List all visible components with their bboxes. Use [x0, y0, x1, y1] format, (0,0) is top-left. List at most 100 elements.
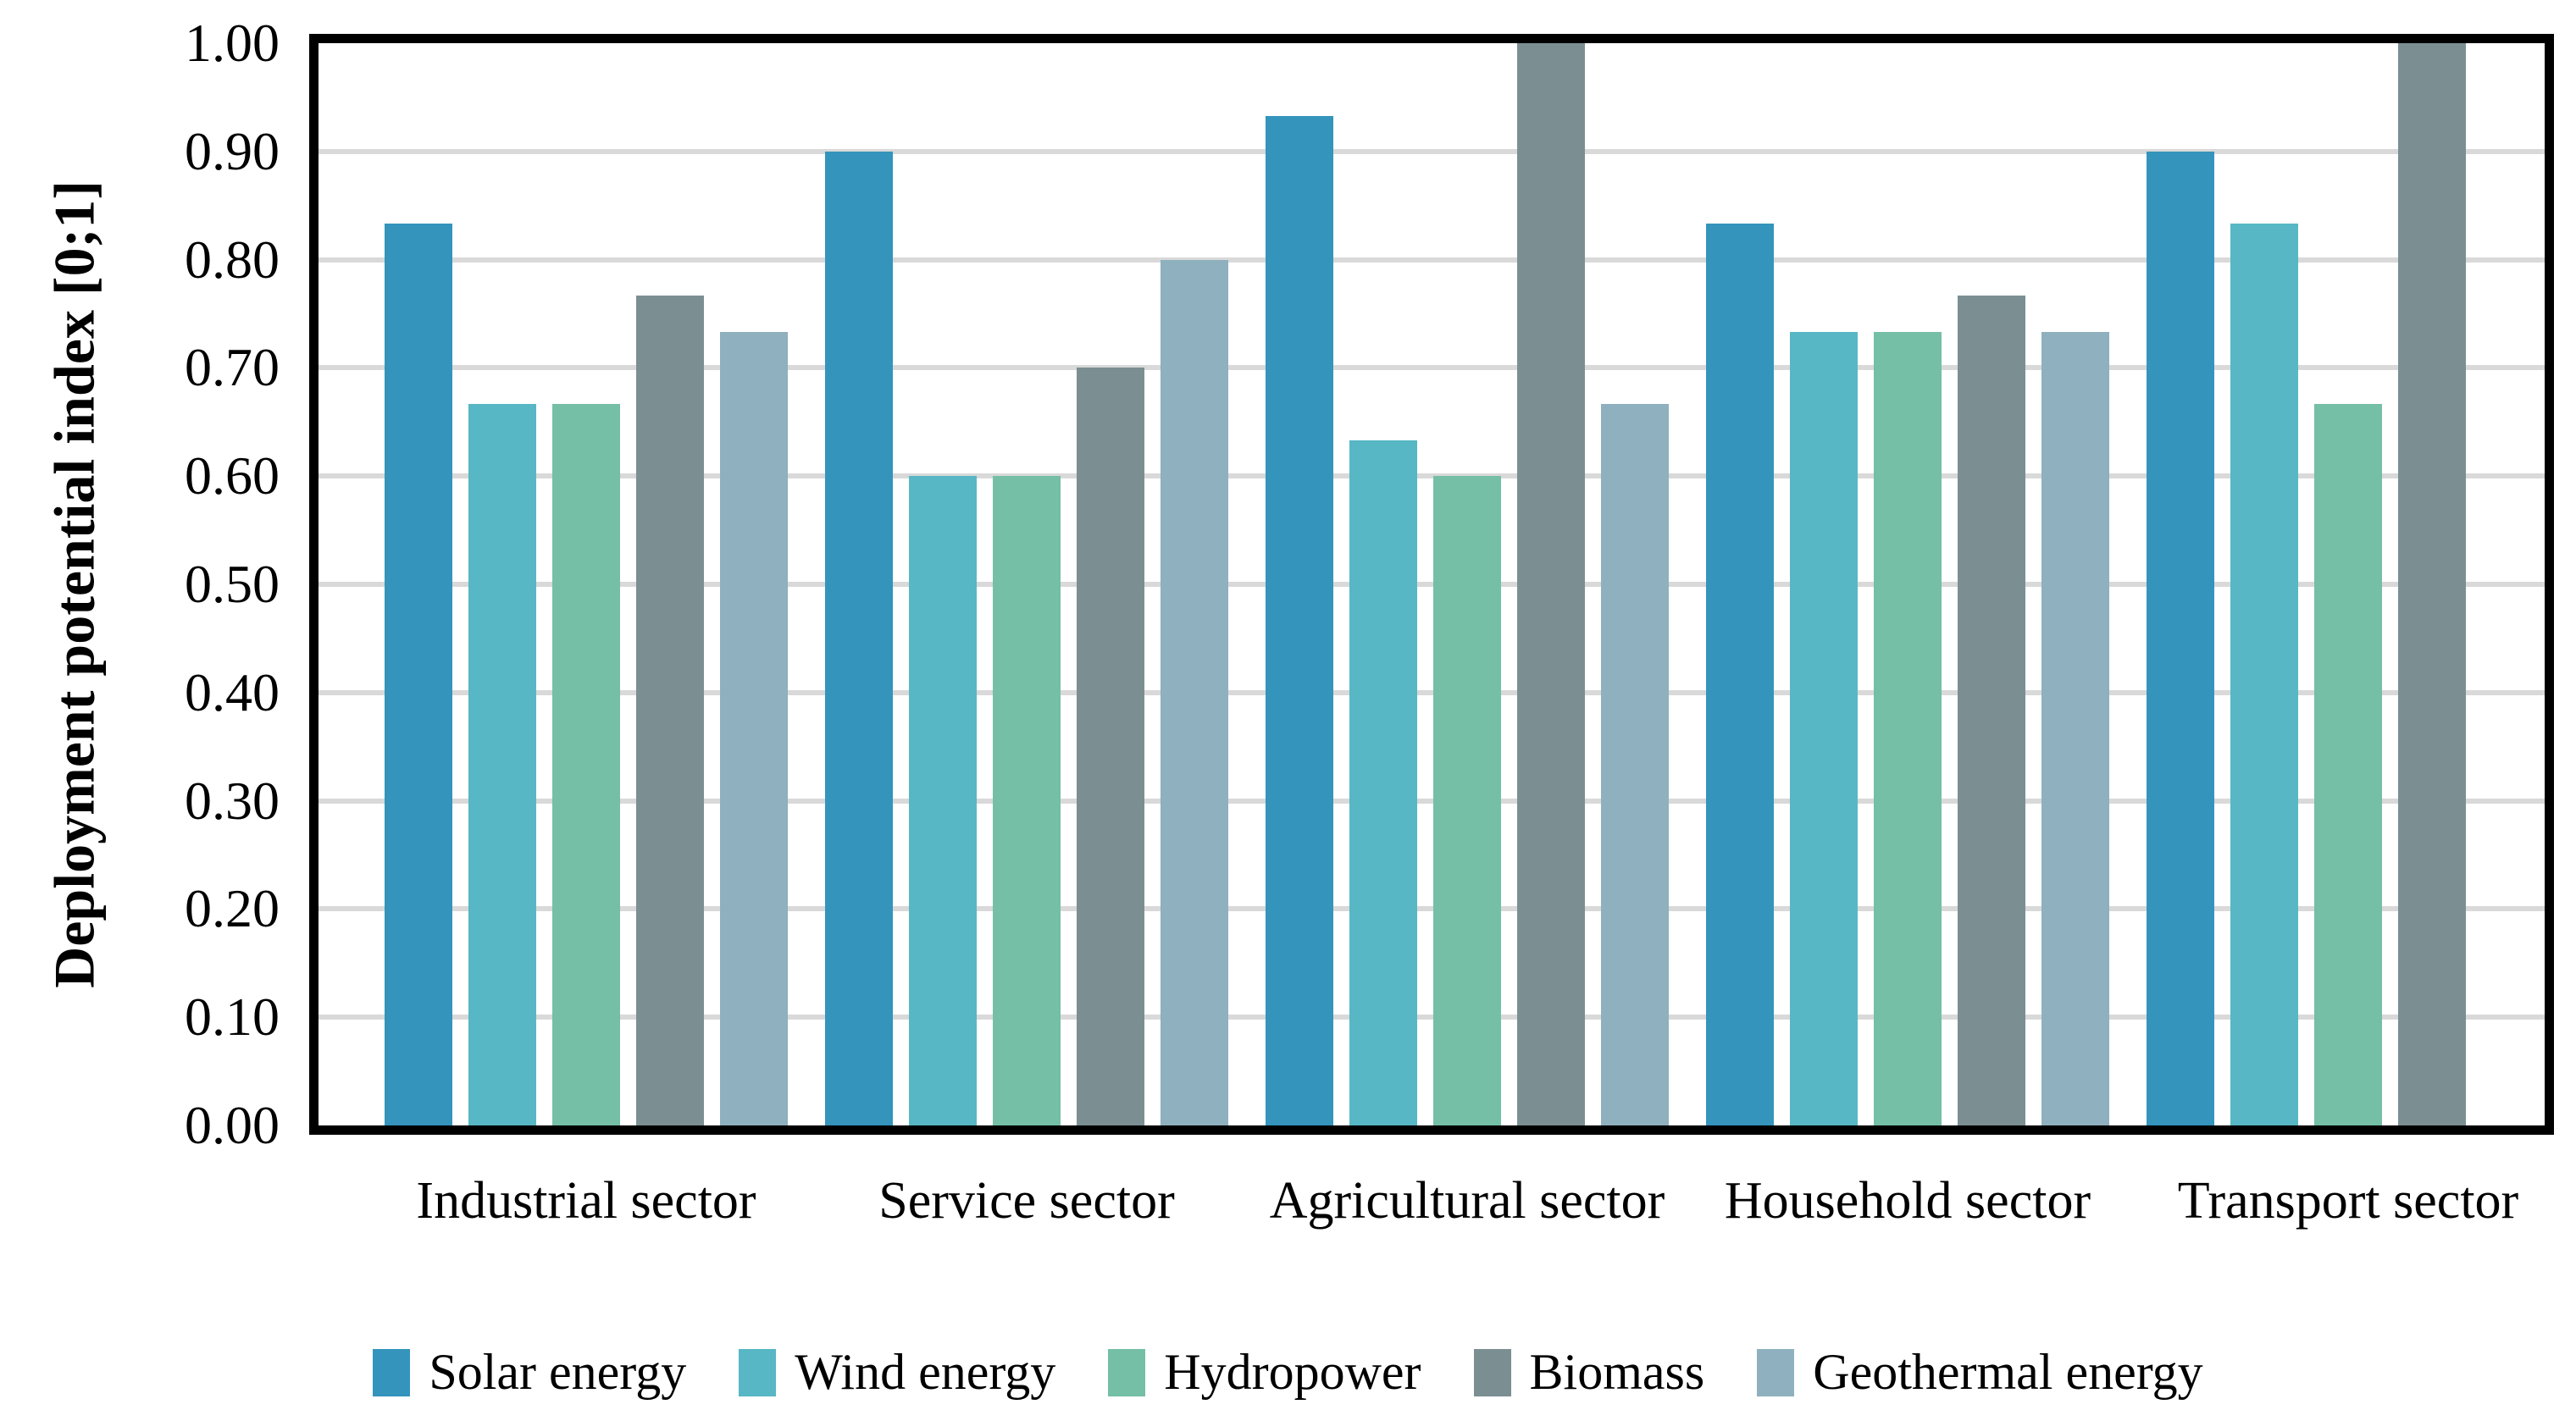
x-category-label: Industrial sector [416, 1172, 756, 1230]
bar-groups [319, 43, 2545, 1125]
plot-area-wrap [309, 34, 2554, 1135]
bar-hydropower [2314, 403, 2382, 1125]
y-tick-label: 1.00 [185, 13, 280, 73]
y-tick-label: 0.50 [185, 554, 280, 614]
bar-slot [1161, 43, 1228, 1125]
y-tick-label: 0.10 [185, 987, 280, 1048]
y-tick-label: 0.80 [185, 229, 280, 290]
bar-group-4 [2147, 43, 2550, 1125]
legend-swatch-icon [373, 1348, 411, 1396]
x-axis-category-labels: Industrial sector Service sector Agricultu… [319, 1167, 2545, 1328]
bar-geothermal-energy [720, 332, 788, 1125]
bar-biomass [2398, 43, 2466, 1125]
bar-slot [1077, 43, 1144, 1125]
bar-slot [825, 43, 893, 1125]
gridline [319, 689, 2545, 695]
gridline [319, 906, 2545, 912]
bar-hydropower [552, 403, 620, 1125]
bar-solar-energy [1706, 224, 1774, 1125]
bar-slot [1349, 43, 1417, 1125]
legend-item-geothermal-energy: Geothermal energy [1757, 1343, 2203, 1402]
bar-hydropower [1874, 332, 1942, 1125]
bar-wind-energy [1349, 440, 1417, 1125]
bar-slot [2230, 43, 2298, 1125]
gridline [319, 148, 2545, 154]
legend-item-biomass: Biomass [1473, 1343, 1705, 1402]
legend-swatch-icon [1108, 1348, 1146, 1396]
y-tick-label: 0.60 [185, 445, 280, 506]
bar-biomass [1958, 295, 2025, 1125]
bar-slot [552, 43, 620, 1125]
bar-wind-energy [468, 403, 536, 1125]
x-category-label: Agricultural sector [1269, 1172, 1665, 1230]
bar-geothermal-energy [2041, 332, 2109, 1125]
legend-swatch-icon [1757, 1348, 1795, 1396]
y-tick-label: 0.30 [185, 770, 280, 831]
bar-slot [1958, 43, 2025, 1125]
bar-solar-energy [385, 224, 452, 1125]
y-tick-label: 0.90 [185, 120, 280, 181]
y-tick-label: 0.20 [185, 878, 280, 939]
bar-slot [468, 43, 536, 1125]
y-tick-label: 0.40 [185, 661, 280, 722]
bar-slot [1433, 43, 1501, 1125]
bar-slot [2041, 43, 2109, 1125]
legend-label: Geothermal energy [1813, 1344, 2203, 1400]
gridline [319, 257, 2545, 263]
bar-biomass [636, 295, 704, 1125]
bar-slot [1790, 43, 1858, 1125]
bar-solar-energy [825, 151, 893, 1125]
bar-geothermal-energy [1601, 403, 1669, 1125]
bar-wind-energy [1790, 332, 1858, 1125]
legend: Solar energy Wind energy Hydropower Biomass… [0, 1343, 2576, 1402]
legend-label: Hydropower [1164, 1344, 1421, 1400]
bar-slot [1601, 43, 1669, 1125]
legend-label: Biomass [1529, 1344, 1705, 1400]
plot-area [309, 34, 2554, 1135]
legend-item-solar-energy: Solar energy [373, 1343, 686, 1402]
bar-biomass [1517, 43, 1585, 1125]
bar-solar-energy [2147, 151, 2214, 1125]
bar-slot [1266, 43, 1333, 1125]
x-category-label: Transport sector [2177, 1172, 2519, 1230]
x-category-label: Service sector [878, 1172, 1175, 1230]
gridline [319, 473, 2545, 479]
bar-solar-energy [1266, 115, 1333, 1125]
bar-geothermal-energy [1161, 259, 1228, 1125]
gridline [319, 582, 2545, 587]
bar-slot [1706, 43, 1774, 1125]
gridline [319, 365, 2545, 371]
x-category-label: Household sector [1724, 1172, 2091, 1230]
y-axis-tick-labels: 0.00 0.10 0.20 0.30 0.40 0.50 0.60 0.70 0.80 0.90… [21, 16, 288, 1153]
bar-slot [385, 43, 452, 1125]
bar-slot [993, 43, 1061, 1125]
bar-wind-energy [2230, 224, 2298, 1125]
bar-slot [1874, 43, 1942, 1125]
bar-group-3 [1706, 43, 2109, 1125]
bar-wind-energy [909, 476, 977, 1125]
y-tick-label: 0.70 [185, 337, 280, 398]
bar-biomass [1077, 368, 1144, 1125]
gridline [319, 798, 2545, 804]
legend-item-wind-energy: Wind energy [739, 1343, 1055, 1402]
bar-slot [2314, 43, 2382, 1125]
bar-hydropower [1433, 476, 1501, 1125]
bar-group-0 [385, 43, 788, 1125]
bar-slot [720, 43, 788, 1125]
bar-slot [909, 43, 977, 1125]
legend-label: Solar energy [429, 1344, 687, 1400]
legend-label: Wind energy [795, 1344, 1056, 1400]
legend-item-hydropower: Hydropower [1108, 1343, 1421, 1402]
legend-swatch-icon [1473, 1348, 1511, 1396]
bar-slot [2482, 43, 2550, 1125]
bar-group-1 [825, 43, 1228, 1125]
bar-slot [1517, 43, 1585, 1125]
bar-group-2 [1266, 43, 1669, 1125]
bar-slot [2147, 43, 2214, 1125]
y-tick-label: 0.00 [185, 1095, 280, 1155]
legend-swatch-icon [739, 1348, 777, 1396]
bar-hydropower [993, 476, 1061, 1125]
gridline [319, 1015, 2545, 1020]
bar-slot [2398, 43, 2466, 1125]
